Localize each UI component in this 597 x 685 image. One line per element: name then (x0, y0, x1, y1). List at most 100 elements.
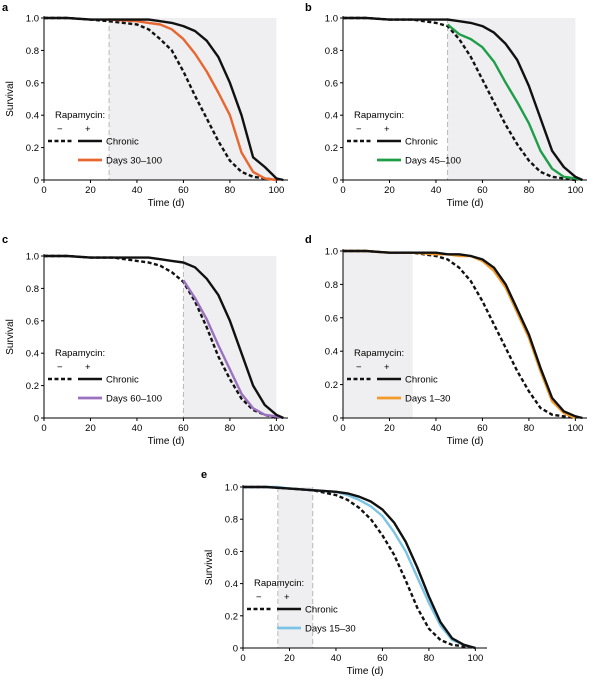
series-line-treated (109, 18, 277, 182)
panel-a: a 0 20 40 60 80 100 0 0.2 0.4 0.6 0.8 1.0 Time (d) Sur… (2, 2, 288, 209)
legend-minus: − (57, 362, 63, 373)
legend-plus: + (384, 362, 390, 373)
x-tick-label: 40 (431, 185, 442, 196)
x-tick-label: 100 (268, 423, 284, 434)
y-tick-label: 0.2 (26, 143, 39, 154)
y-tick-label: 0 (34, 414, 39, 425)
legend-minus: − (57, 124, 63, 135)
x-tick-label: 60 (178, 185, 189, 196)
y-tick-label: 0.6 (325, 78, 338, 89)
panel-c: c 0 20 40 60 80 100 0 0.2 0.4 0.6 0.8 1.0 Time (d) Sur… (2, 234, 288, 447)
x-tick-label: 0 (340, 423, 345, 434)
legend-label-treated: Days 30–100 (106, 156, 162, 167)
y-tick-label: 0 (233, 644, 238, 655)
y-tick-label: 0.4 (225, 579, 238, 590)
series-line-chronic (44, 16, 284, 182)
x-tick-label: 60 (477, 185, 488, 196)
y-tick-label: 0.4 (26, 349, 39, 360)
series-line-chronic (343, 16, 583, 182)
y-tick-label: 1.0 (325, 247, 338, 258)
x-tick-label: 0 (340, 185, 345, 196)
y-axis-label: Survival (204, 550, 215, 586)
x-tick-label: 80 (524, 423, 535, 434)
x-tick-label: 20 (85, 185, 96, 196)
x-tick-label: 40 (132, 185, 143, 196)
x-tick-label: 40 (331, 653, 342, 664)
y-tick-label: 0.2 (325, 143, 338, 154)
panel-letter: e (201, 469, 207, 481)
series-line-chronic (44, 254, 284, 420)
x-tick-label: 20 (384, 185, 395, 196)
panel-letter: a (2, 2, 9, 14)
y-axis-label: Survival (5, 81, 16, 117)
x-tick-label: 40 (132, 423, 143, 434)
series-line-chronic (243, 485, 476, 650)
panel-letter: b (305, 2, 312, 14)
legend-title: Rapamycin: (55, 110, 105, 121)
x-axis-label: Time (d) (447, 198, 484, 209)
y-tick-label: 0 (333, 176, 338, 187)
panel-b: b 0 20 40 60 80 100 0 0.2 0.4 0.6 0.8 1.0 Time (d) Rap… (305, 2, 587, 209)
legend-label-chronic: Chronic (405, 375, 438, 386)
x-axis-label: Time (d) (148, 436, 185, 447)
x-tick-label: 60 (377, 653, 388, 664)
x-tick-label: 80 (424, 653, 435, 664)
x-tick-label: 80 (524, 185, 535, 196)
y-tick-label: 0.2 (225, 611, 238, 622)
y-tick-label: 0.6 (225, 547, 238, 558)
x-tick-label: 100 (467, 653, 483, 664)
legend-plus: + (284, 592, 290, 603)
legend-title: Rapamycin: (354, 348, 404, 359)
legend-label-treated: Days 45–100 (405, 156, 461, 167)
x-tick-label: 40 (431, 423, 442, 434)
x-tick-label: 100 (567, 423, 583, 434)
x-tick-label: 0 (41, 423, 46, 434)
treatment-shading (343, 251, 413, 418)
legend-minus: − (356, 124, 362, 135)
legend-plus: + (85, 362, 91, 373)
y-tick-label: 1.0 (225, 483, 238, 494)
y-tick-label: 0.4 (325, 111, 338, 122)
x-tick-label: 20 (384, 423, 395, 434)
treatment-shading (109, 18, 277, 180)
legend-label-treated: Days 15–30 (305, 624, 356, 635)
legend-title: Rapamycin: (254, 578, 304, 589)
series-line-chronic (343, 249, 583, 420)
x-tick-label: 20 (85, 423, 96, 434)
legend-label-chronic: Chronic (106, 375, 139, 386)
x-tick-label: 60 (178, 423, 189, 434)
y-tick-label: 1.0 (26, 252, 39, 263)
legend-plus: + (85, 124, 91, 135)
legend-title: Rapamycin: (55, 348, 105, 359)
legend-label-treated: Days 1–30 (405, 394, 450, 405)
x-tick-label: 60 (477, 423, 488, 434)
y-tick-label: 0.6 (26, 316, 39, 327)
x-tick-label: 100 (567, 185, 583, 196)
x-tick-label: 0 (240, 653, 245, 664)
legend-title: Rapamycin: (354, 110, 404, 121)
legend-minus: − (256, 592, 262, 603)
x-tick-label: 100 (268, 185, 284, 196)
series-line-treated (182, 279, 284, 420)
x-axis-label: Time (d) (148, 198, 185, 209)
x-axis-label: Time (d) (347, 666, 384, 677)
legend-label-chronic: Chronic (106, 137, 139, 148)
x-tick-label: 80 (225, 423, 236, 434)
y-tick-label: 0 (333, 414, 338, 425)
y-tick-label: 0.8 (325, 280, 338, 291)
panel-letter: c (2, 234, 8, 246)
x-tick-label: 20 (284, 653, 295, 664)
x-tick-label: 0 (41, 185, 46, 196)
y-tick-label: 0.2 (26, 381, 39, 392)
y-axis-label: Survival (5, 319, 16, 355)
legend-label-treated: Days 60–100 (106, 394, 162, 405)
legend-plus: + (384, 124, 390, 135)
y-tick-label: 0 (34, 176, 39, 187)
y-tick-label: 0.4 (26, 111, 39, 122)
y-tick-label: 0.8 (225, 515, 238, 526)
y-tick-label: 0.8 (26, 284, 39, 295)
legend-label-chronic: Chronic (305, 605, 338, 616)
panel-e: e 0 20 40 60 80 100 0 0.2 0.4 0.6 0.8 1.0 Time (d) Sur… (201, 469, 487, 677)
x-axis-label: Time (d) (447, 436, 484, 447)
